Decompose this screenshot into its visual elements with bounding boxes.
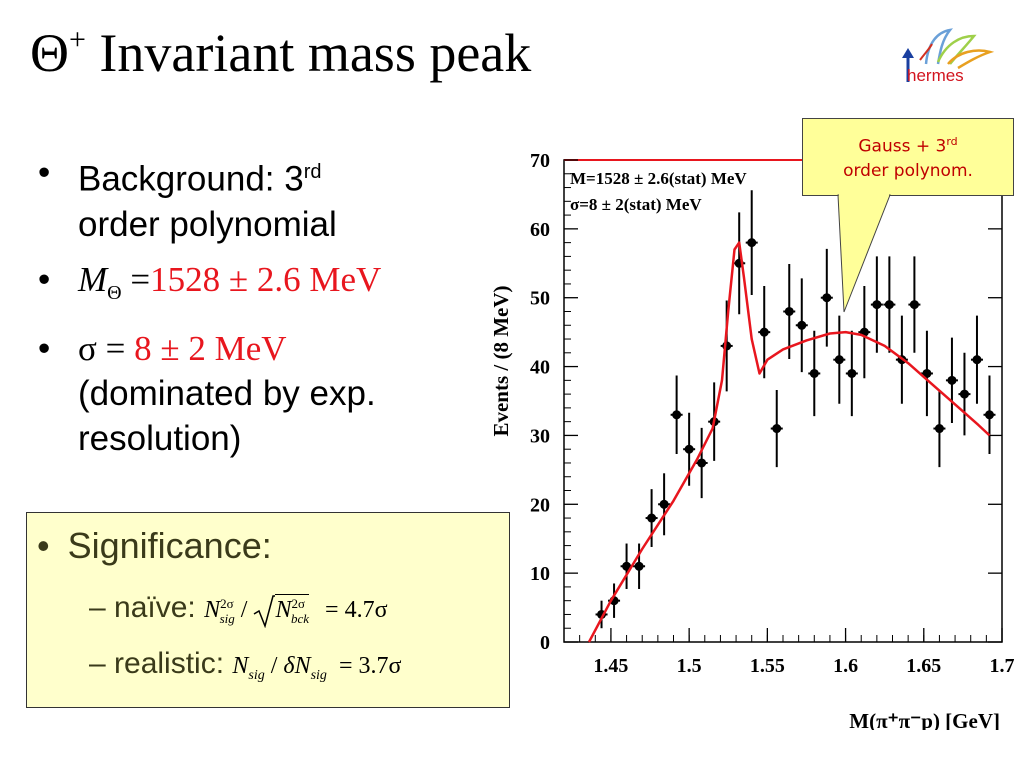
data-point <box>947 375 957 385</box>
data-point <box>872 300 882 310</box>
data-point <box>772 424 782 434</box>
data-point <box>634 561 644 571</box>
fit-annotation: M=1528 ± 2.6(stat) MeV <box>570 169 747 188</box>
data-point <box>684 444 694 454</box>
data-point <box>697 458 707 468</box>
data-point <box>647 513 657 523</box>
sigma-value: 8 ± 2 MeV <box>134 328 287 368</box>
data-point <box>809 368 819 378</box>
significance-realistic: – realistic: Nsig / δNsig = 3.7σ <box>89 647 402 683</box>
callout-pointer <box>837 194 891 313</box>
x-tick-label: 1.6 <box>833 655 858 677</box>
y-tick-label: 20 <box>530 494 550 516</box>
theta-symbol: Θ <box>30 23 69 83</box>
mass-value: 1528 ± 2.6 MeV <box>150 259 382 299</box>
title-superscript: + <box>69 23 86 56</box>
data-point <box>659 499 669 509</box>
data-point <box>922 368 932 378</box>
data-point <box>909 300 919 310</box>
data-point <box>884 300 894 310</box>
slide-title: Θ+ Invariant mass peak <box>30 22 531 84</box>
sqrt-icon <box>254 595 276 629</box>
data-point <box>822 293 832 303</box>
bullet-mass: MΘ =1528 ± 2.6 MeV <box>38 257 478 316</box>
data-point <box>759 327 769 337</box>
bullet-sigma: σ = 8 ± 2 MeV(dominated by exp. resoluti… <box>38 326 478 461</box>
callout-bubble: Gauss + 3rd order polynom. <box>802 118 1014 196</box>
logo-text: hermes <box>907 66 964 85</box>
data-point <box>959 389 969 399</box>
data-point <box>834 355 844 365</box>
y-tick-label: 10 <box>530 563 550 585</box>
y-tick-label: 30 <box>530 425 550 447</box>
data-point <box>984 410 994 420</box>
data-point <box>672 410 682 420</box>
x-tick-label: 1.7 <box>990 655 1015 677</box>
y-tick-label: 40 <box>530 357 550 379</box>
realistic-formula: Nsig / δNsig = 3.7σ <box>232 653 402 683</box>
data-point <box>797 320 807 330</box>
hermes-logo <box>902 28 995 82</box>
naive-formula: N2σsig / N2σbck = 4.7σ <box>204 594 388 629</box>
y-axis-label: Events / (8 MeV) <box>489 285 513 436</box>
x-tick-label: 1.65 <box>906 655 941 677</box>
x-axis-label: M(π⁺π⁻p) [GeV] <box>849 709 1000 730</box>
invariant-mass-chart: 0 10 20 30 40 50 60 70 1.45 1.5 1.55 1.6 1.65 1.7 Even… <box>489 150 1015 730</box>
x-tick-label: 1.45 <box>593 655 628 677</box>
fit-curve <box>587 241 991 643</box>
data-point <box>722 341 732 351</box>
data-point <box>784 306 794 316</box>
title-text: Invariant mass peak <box>85 23 532 83</box>
y-tick-label: 50 <box>530 288 550 310</box>
y-tick-label: 0 <box>540 632 550 654</box>
x-tick-label: 1.55 <box>750 655 785 677</box>
data-point <box>847 368 857 378</box>
significance-box: Significance: – naïve: N2σsig / N2σbck =… <box>26 512 510 708</box>
x-tick-label: 1.5 <box>677 655 702 677</box>
fit-annotation: σ=8 ± 2(stat) MeV <box>570 195 702 214</box>
significance-naive: – naïve: N2σsig / N2σbck = 4.7σ <box>89 591 388 629</box>
data-point <box>622 561 632 571</box>
data-point <box>934 424 944 434</box>
y-tick-label: 70 <box>530 150 550 172</box>
data-point <box>747 238 757 248</box>
significance-heading: Significance: <box>37 525 272 567</box>
y-tick-label: 60 <box>530 219 550 241</box>
data-point <box>972 355 982 365</box>
